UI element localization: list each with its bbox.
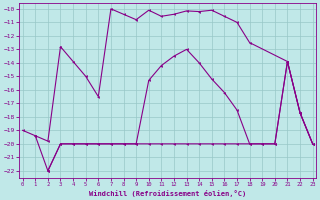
X-axis label: Windchill (Refroidissement éolien,°C): Windchill (Refroidissement éolien,°C) xyxy=(89,190,246,197)
